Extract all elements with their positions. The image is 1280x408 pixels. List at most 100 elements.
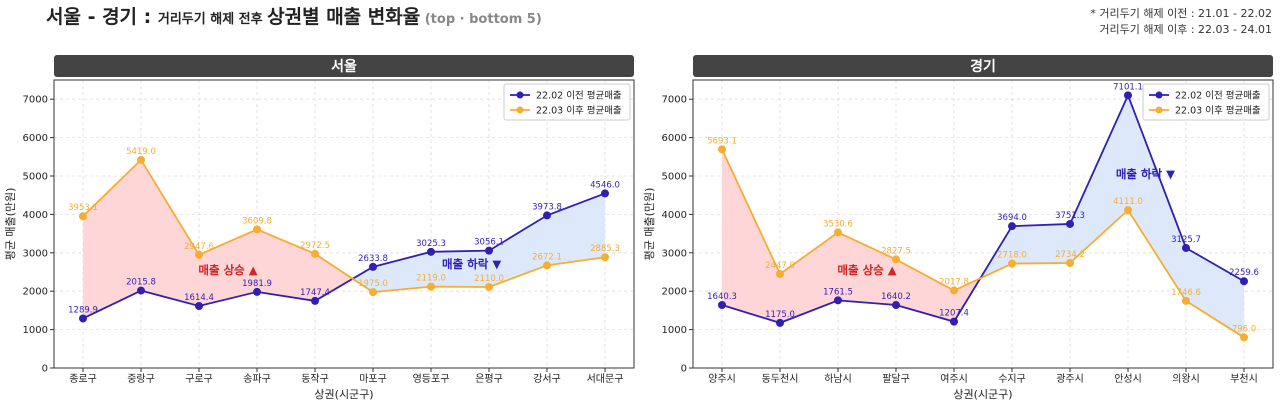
- data-label: 2885.3: [590, 244, 620, 254]
- title-part4: (top · bottom 5): [420, 12, 542, 27]
- data-label: 2633.8: [358, 254, 388, 264]
- y-tick-label: 5000: [662, 172, 687, 183]
- legend-marker: [1155, 91, 1163, 99]
- x-tick-label: 송파구: [243, 373, 271, 385]
- chart-1: 서울 0 1000 2000 3000 4000 5000 6000 7000 종로구 중랑구 구로구…: [4, 55, 635, 401]
- series-point: [1182, 243, 1190, 252]
- fill-down: [489, 215, 547, 287]
- series-point: [1008, 259, 1016, 268]
- fill-down: [1070, 95, 1128, 264]
- fill-down: [352, 266, 373, 293]
- fill-up: [315, 253, 353, 301]
- data-label: 4546.0: [590, 180, 620, 190]
- fill-up: [83, 159, 141, 319]
- fill-down: [431, 250, 489, 287]
- series-point: [892, 255, 900, 264]
- series-point: [195, 302, 203, 311]
- y-tick-label: 6000: [23, 133, 48, 144]
- series-point: [79, 212, 87, 221]
- fill-up: [257, 229, 315, 301]
- fill-up: [838, 232, 896, 306]
- x-tick-label: 구로구: [185, 374, 213, 385]
- annotation-up: 매출 상승 ▲: [198, 263, 257, 277]
- note-line-before: * 거리두기 해제 이전 : 21.01 - 22.02: [1090, 7, 1272, 20]
- data-label: 3530.6: [823, 219, 853, 229]
- y-tick-label: 6000: [662, 133, 687, 144]
- annotation-down: 매출 하락 ▼: [442, 257, 501, 271]
- series-point: [718, 301, 726, 310]
- fill-down: [1128, 95, 1186, 301]
- series-line-1: [82, 192, 606, 320]
- x-tick-label: 종로구: [69, 373, 97, 385]
- data-label: 2827.5: [881, 246, 911, 256]
- series-point: [253, 287, 261, 296]
- page-title: 서울 - 경기 : 거리두기 해제 전후 상권별 매출 변화율 (top · b…: [46, 2, 542, 29]
- data-label: 1289.9: [68, 305, 98, 315]
- series-point: [1240, 333, 1248, 342]
- series-line-2: [82, 158, 606, 294]
- chart-title: 서울: [331, 58, 357, 75]
- data-label: 1746.6: [1171, 288, 1201, 298]
- data-label: 1207.4: [939, 309, 969, 319]
- series-point: [776, 318, 784, 327]
- title-part3: 상권별 매출 변화율: [267, 6, 421, 28]
- x-tick-label: 안성시: [1114, 373, 1142, 385]
- y-axis-label: 평균 매출(만원): [4, 188, 17, 261]
- annotation-up: 매출 상승 ▲: [837, 263, 896, 277]
- series-point: [601, 253, 609, 262]
- y-tick-label: 0: [681, 364, 687, 375]
- data-label: 3694.0: [997, 213, 1027, 223]
- fill-down: [1012, 223, 1070, 264]
- series-point: [369, 288, 377, 297]
- data-label: 2972.5: [300, 241, 330, 251]
- series-point: [543, 211, 551, 220]
- fill-down: [547, 193, 605, 266]
- y-axis-label: 평균 매출(만원): [643, 188, 656, 261]
- y-tick-label: 7000: [23, 95, 48, 106]
- x-tick-label: 서대문구: [587, 373, 624, 385]
- y-tick-label: 1000: [662, 325, 687, 336]
- y-tick-label: 2000: [662, 287, 687, 298]
- y-tick-label: 4000: [662, 210, 687, 221]
- data-label: 1761.5: [823, 287, 853, 297]
- data-label: 1175.0: [765, 310, 795, 320]
- data-label: 2017.8: [939, 278, 969, 288]
- data-label: 5693.1: [707, 136, 737, 146]
- legend-label: 22.02 이전 평균매출: [1175, 91, 1261, 102]
- data-label: 5419.0: [126, 147, 156, 157]
- y-tick-label: 5000: [23, 172, 48, 183]
- series-point: [137, 155, 145, 164]
- x-tick-label: 은평구: [475, 373, 503, 385]
- series-point: [485, 246, 493, 255]
- x-tick-label: 강서구: [533, 373, 561, 385]
- series-point: [253, 225, 261, 234]
- data-label: 3751.3: [1055, 211, 1085, 221]
- x-tick-label: 의왕시: [1172, 373, 1200, 385]
- fill-down: [1186, 247, 1244, 338]
- series-point: [1008, 222, 1016, 231]
- legend-label: 22.02 이전 평균매출: [536, 91, 622, 102]
- chart-header-bar: [54, 55, 634, 77]
- note-line-after: 거리두기 해제 이후 : 22.03 - 24.01: [1099, 23, 1272, 36]
- data-label: 3025.3: [416, 239, 446, 249]
- y-tick-label: 7000: [662, 95, 687, 106]
- series-point: [1240, 277, 1248, 286]
- data-label: 1747.4: [300, 288, 330, 298]
- legend-label: 22.03 이후 평균매출: [536, 106, 622, 117]
- legend-marker: [516, 91, 524, 99]
- legend-box: [1142, 83, 1270, 121]
- fill-up: [780, 232, 838, 323]
- series-point: [1066, 219, 1074, 228]
- data-label: 7101.1: [1113, 82, 1143, 92]
- legend-label: 22.03 이후 평균매출: [1175, 106, 1261, 117]
- data-label: 3609.8: [242, 216, 272, 226]
- series-line-1: [721, 92, 1245, 324]
- x-tick-label: 팔달구: [882, 373, 910, 385]
- x-tick-label: 영등포구: [413, 373, 450, 385]
- y-tick-label: 3000: [662, 248, 687, 259]
- series-point: [195, 250, 203, 259]
- x-tick-label: 부천시: [1230, 373, 1258, 385]
- x-axis-label: 상권(시군구): [314, 388, 373, 401]
- x-axis-label: 상권(시군구): [953, 388, 1012, 401]
- series-point: [1066, 259, 1074, 268]
